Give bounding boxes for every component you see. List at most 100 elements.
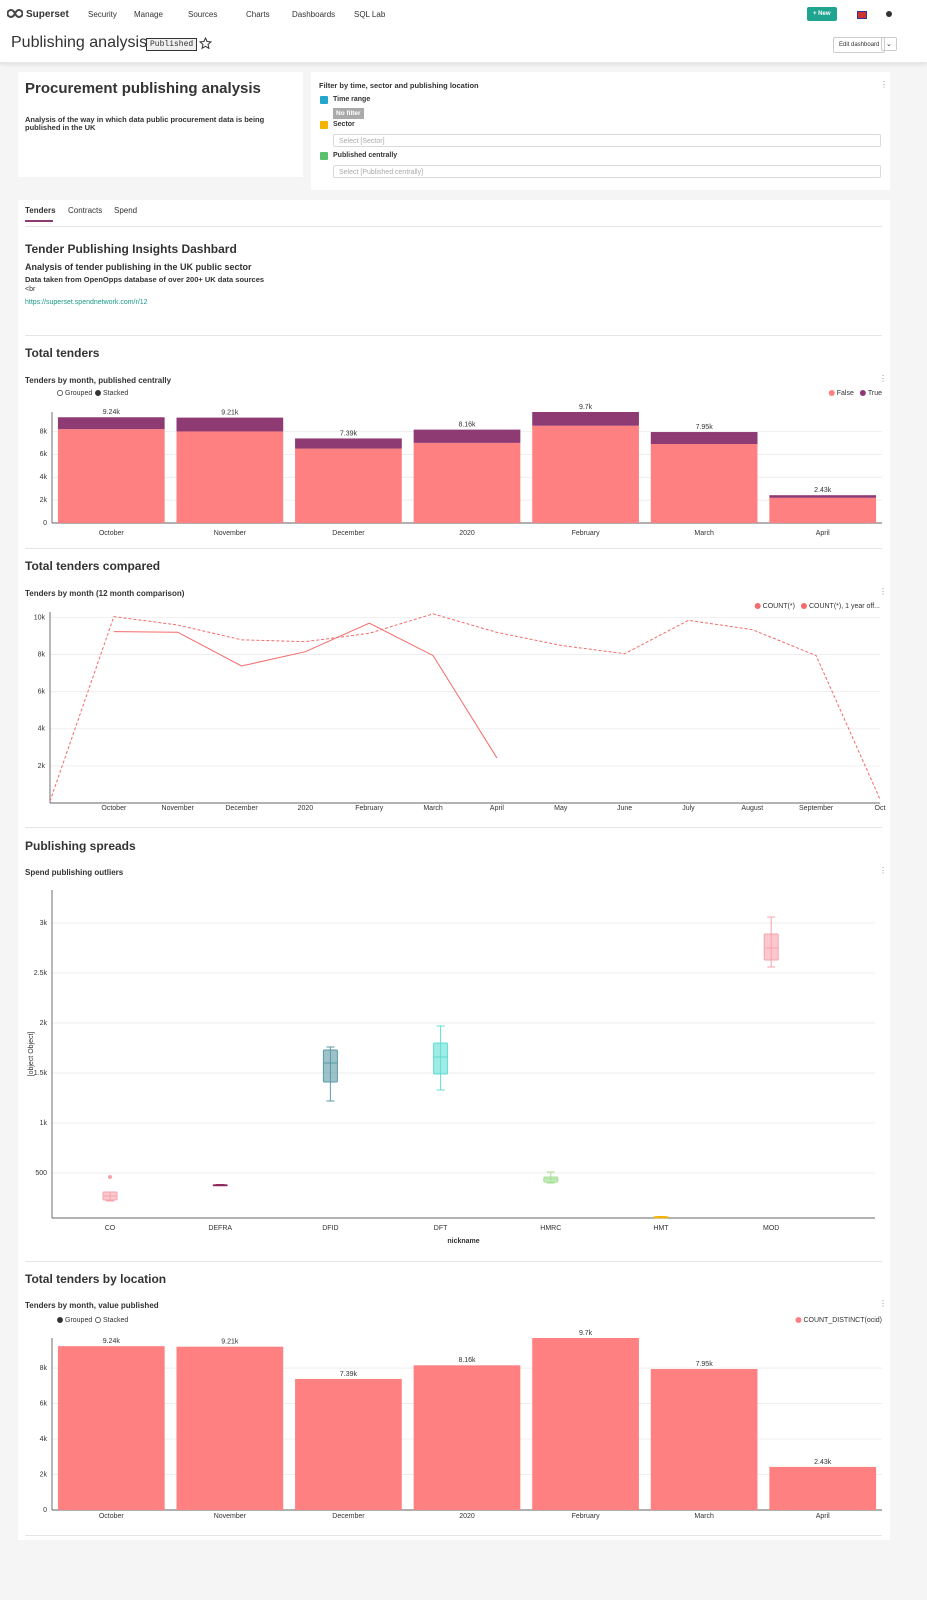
select[interactable]: Select [Sector] bbox=[333, 134, 881, 147]
box bbox=[763, 933, 779, 961]
flag-icon[interactable] bbox=[857, 11, 867, 19]
filter-label: Sector bbox=[333, 121, 355, 128]
x-tick-label: 2020 bbox=[459, 530, 475, 537]
section-header: Total tenders bbox=[25, 346, 100, 360]
line bbox=[49, 613, 881, 802]
bar bbox=[532, 1338, 639, 1510]
menu[interactable]: Sources bbox=[188, 10, 218, 19]
intro-card: Procurement publishing analysis Analysis… bbox=[18, 72, 303, 177]
chart-title: Spend publishing outliers bbox=[25, 868, 124, 877]
chart-title: Tenders by month, published centrally bbox=[25, 376, 172, 385]
bar bbox=[295, 438, 402, 449]
radio-label[interactable]: Grouped bbox=[65, 390, 92, 397]
x-tick-label: November bbox=[162, 805, 195, 812]
more-icon[interactable]: ⋮ bbox=[879, 866, 887, 875]
radio[interactable] bbox=[57, 1317, 63, 1323]
tab[interactable]: Spend bbox=[114, 206, 138, 215]
y-tick-label: 4k bbox=[40, 1436, 48, 1443]
menu[interactable]: Dashboards bbox=[292, 10, 336, 19]
divider bbox=[25, 548, 882, 549]
y-tick-label: 1.5k bbox=[34, 1070, 48, 1077]
x-tick-label: HMT bbox=[653, 1225, 669, 1232]
y-tick-label: 6k bbox=[40, 1400, 48, 1407]
filter-icon bbox=[320, 121, 328, 129]
more-icon[interactable]: ⋮ bbox=[879, 587, 887, 596]
x-tick-label: 2020 bbox=[459, 1513, 475, 1520]
y-tick-label: 8k bbox=[38, 651, 46, 658]
x-tick-label: March bbox=[423, 805, 443, 812]
x-tick-label: MOD bbox=[763, 1225, 779, 1232]
x-tick-label: Oct bbox=[875, 805, 886, 812]
menu[interactable]: Manage bbox=[134, 10, 163, 19]
status-badge[interactable]: Published bbox=[146, 38, 198, 51]
box bbox=[433, 1042, 449, 1075]
x-tick-label: February bbox=[572, 1513, 601, 1520]
legend-label: True bbox=[868, 390, 882, 397]
bar bbox=[176, 417, 284, 432]
brand[interactable]: Superset bbox=[26, 9, 69, 20]
filter-value[interactable]: No filter bbox=[333, 108, 364, 119]
radio[interactable] bbox=[95, 1317, 101, 1323]
x-tick-label: December bbox=[332, 1513, 365, 1520]
x-tick-label: DFT bbox=[434, 1225, 448, 1232]
menu[interactable]: SQL Lab bbox=[354, 10, 386, 19]
box bbox=[322, 1049, 338, 1083]
dashboard-title: Publishing analysis bbox=[11, 34, 148, 51]
bar bbox=[57, 429, 165, 523]
divider bbox=[25, 1535, 882, 1536]
user-icon[interactable] bbox=[886, 11, 892, 17]
filter-card: Filter by time, sector and publishing lo… bbox=[311, 72, 890, 190]
legend-label: COUNT(*) bbox=[763, 603, 795, 610]
y-tick-label: 0 bbox=[43, 1507, 47, 1514]
total-label: 7.39k bbox=[340, 430, 358, 437]
filter-icon bbox=[320, 96, 328, 104]
divider bbox=[25, 1261, 882, 1262]
new-button[interactable]: + New bbox=[807, 7, 837, 21]
dropdown-button[interactable]: ⌄ bbox=[881, 37, 897, 51]
y-tick-label: 1k bbox=[40, 1120, 48, 1127]
tab[interactable]: Tenders bbox=[25, 206, 56, 215]
filter-title: Filter by time, sector and publishing lo… bbox=[319, 81, 479, 90]
more-icon[interactable]: ⋮ bbox=[880, 80, 888, 89]
legend-swatch bbox=[859, 390, 866, 396]
more-icon[interactable]: ⋮ bbox=[879, 1299, 887, 1308]
bar bbox=[295, 448, 402, 523]
more-icon[interactable]: ⋮ bbox=[879, 374, 887, 383]
divider bbox=[25, 226, 882, 227]
bar bbox=[57, 417, 165, 430]
radio[interactable] bbox=[57, 390, 63, 396]
edit-button[interactable]: Edit dashboard bbox=[833, 37, 886, 53]
x-tick-label: February bbox=[355, 805, 384, 812]
total-label: 9.7k bbox=[579, 404, 593, 411]
section-header: Publishing spreads bbox=[25, 839, 136, 853]
tab[interactable]: Contracts bbox=[68, 206, 103, 215]
radio-label[interactable]: Grouped bbox=[65, 1317, 92, 1324]
legend-swatch bbox=[828, 390, 835, 396]
legend-swatch bbox=[800, 603, 807, 609]
bar bbox=[176, 1346, 284, 1510]
md-link[interactable]: https://superset.spendnetwork.com/r/12 bbox=[25, 299, 148, 306]
chart-title: Tenders by month (12 month comparison) bbox=[25, 589, 185, 598]
x-tick-label: October bbox=[101, 805, 127, 812]
menu[interactable]: Security bbox=[88, 10, 117, 19]
menu[interactable]: Charts bbox=[246, 10, 270, 19]
bar bbox=[769, 495, 877, 498]
radio-label[interactable]: Stacked bbox=[103, 390, 128, 397]
radio[interactable] bbox=[95, 390, 101, 396]
radio-label[interactable]: Stacked bbox=[103, 1317, 128, 1324]
md-subtitle: Analysis of tender publishing in the UK … bbox=[25, 262, 252, 272]
chart: 500 1k 1.5k 2k 2.5k 3k [object Object] nickname… bbox=[28, 890, 875, 1245]
value-label: 8.16k bbox=[458, 1357, 476, 1364]
star-icon[interactable] bbox=[199, 37, 212, 50]
bar bbox=[532, 412, 639, 426]
bar bbox=[650, 1369, 758, 1510]
select[interactable]: Select [Published centrally] bbox=[333, 165, 881, 178]
x-tick-label: September bbox=[799, 805, 834, 812]
x-tick-label: May bbox=[554, 805, 568, 812]
x-tick-label: CO bbox=[105, 1225, 116, 1232]
y-tick-label: 0 bbox=[43, 520, 47, 527]
total-label: 2.43k bbox=[814, 487, 832, 494]
md-title: Tender Publishing Insights Dashbard bbox=[25, 242, 237, 256]
chart: 0 2k 4k 6k 8k Grouped Stacked True False October 9… bbox=[40, 390, 883, 537]
x-tick-label: July bbox=[682, 805, 695, 812]
